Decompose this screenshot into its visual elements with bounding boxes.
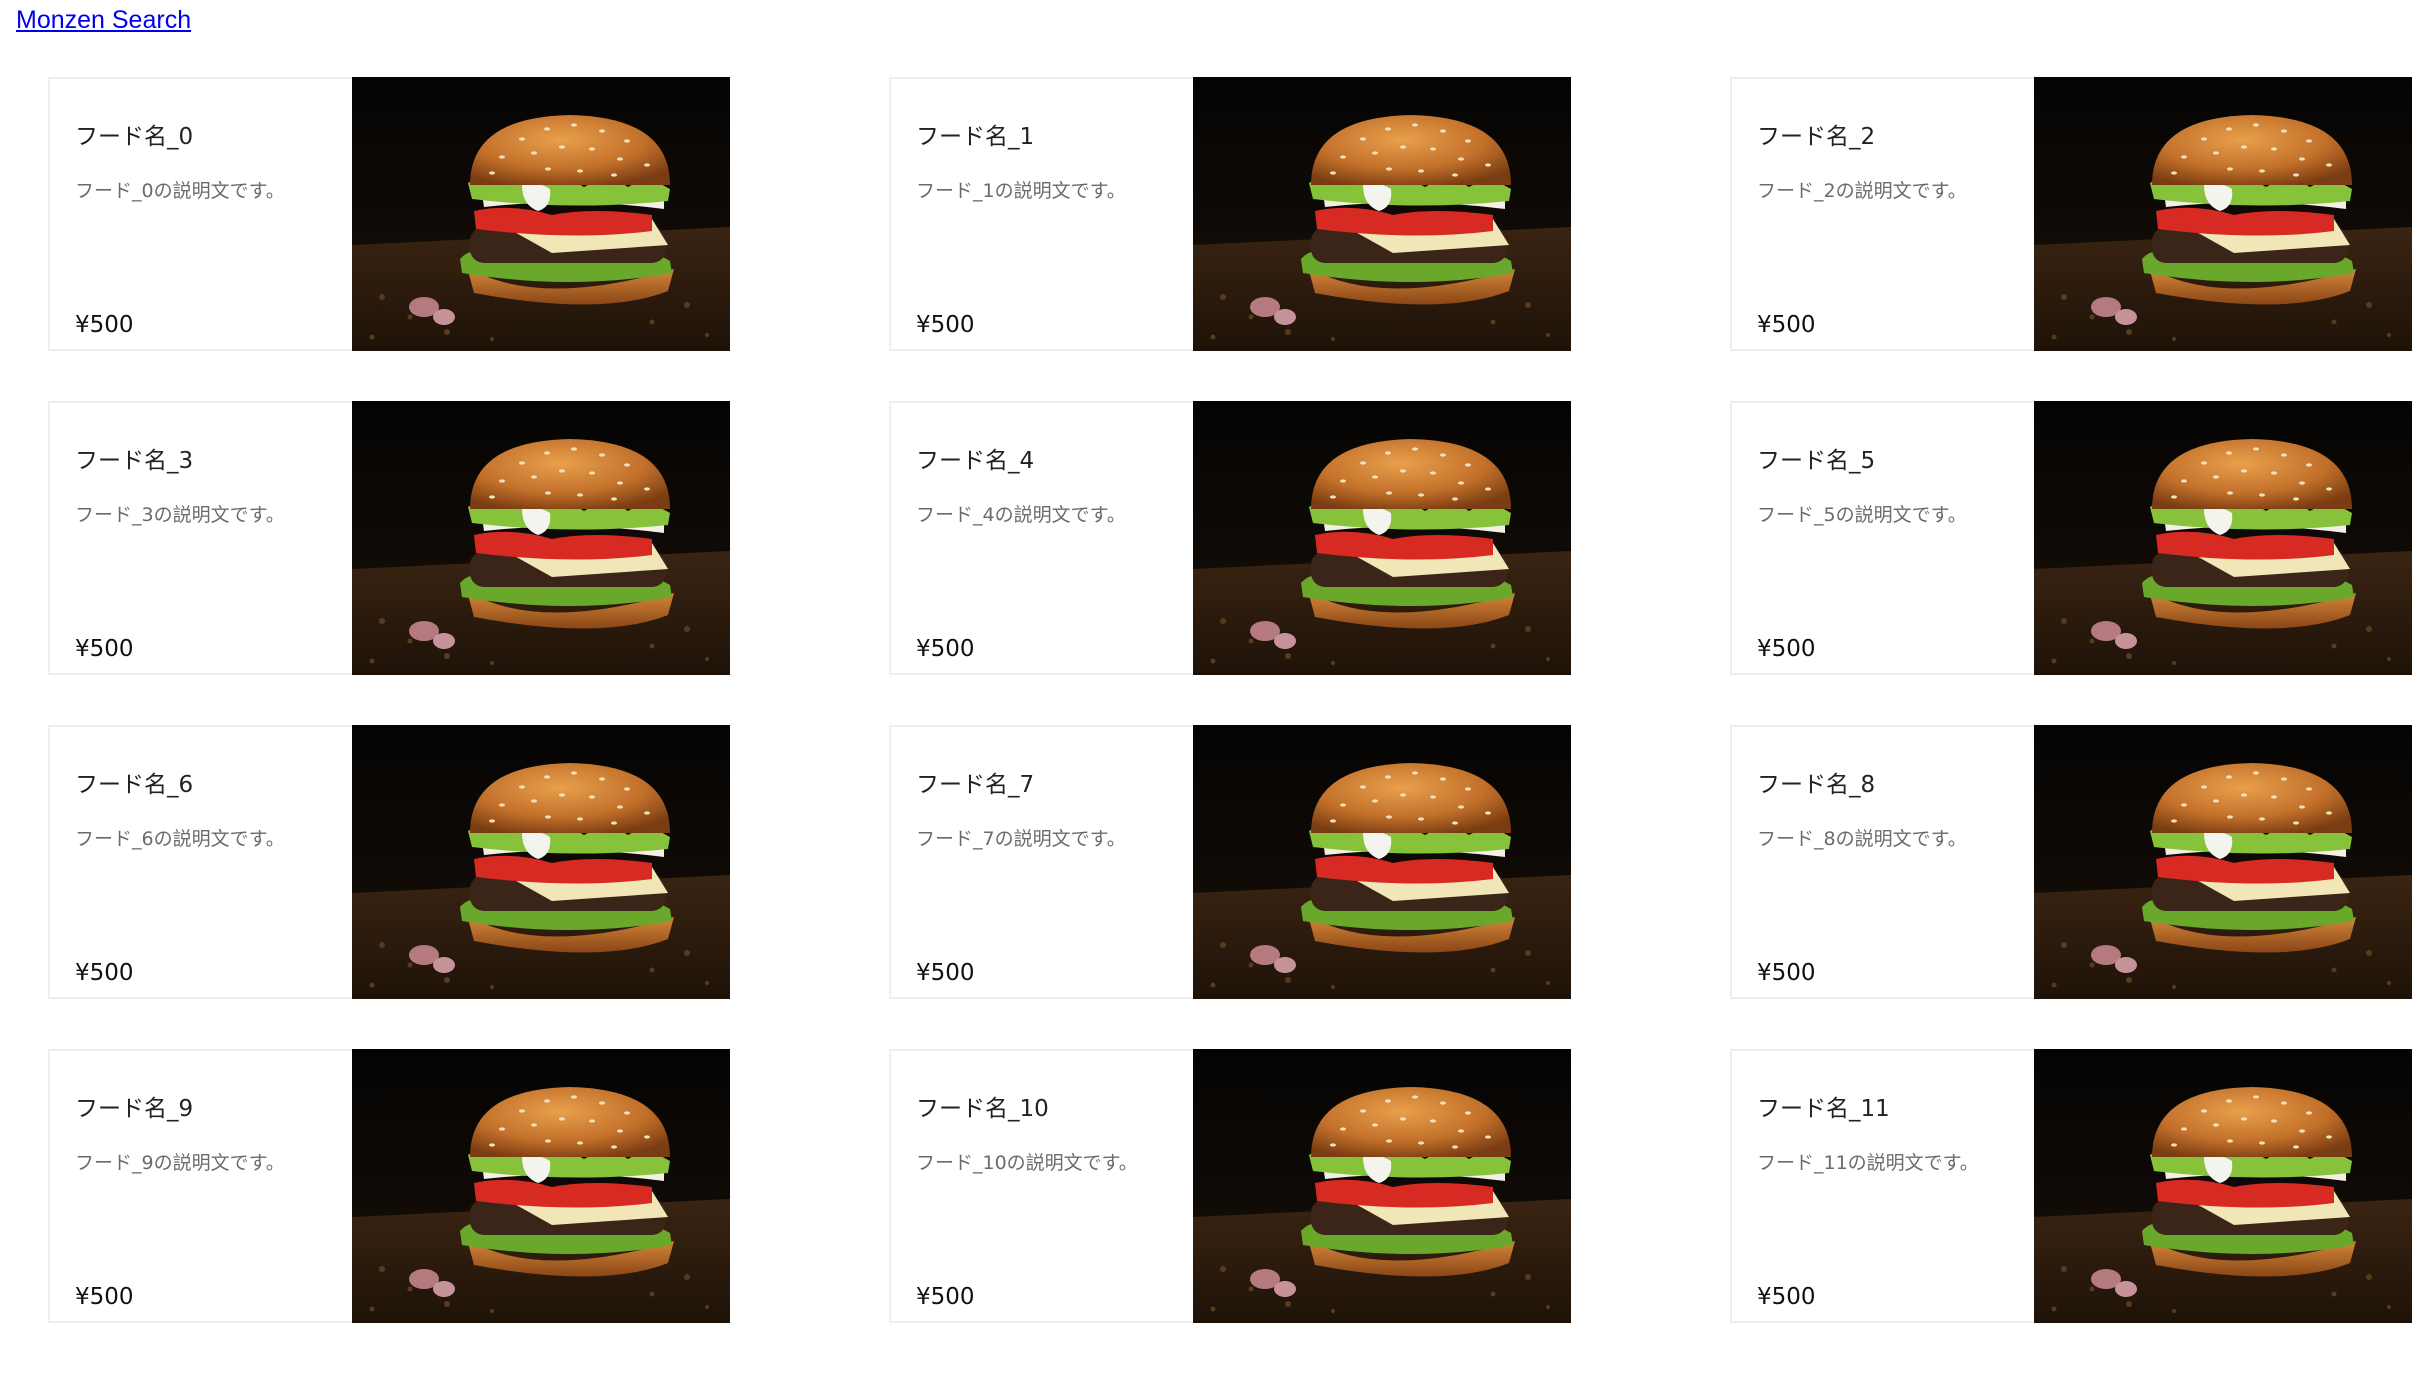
food-card[interactable]: フード名_1 フード_1の説明文です。 ¥500 <box>889 77 1571 351</box>
food-card[interactable]: フード名_8 フード_8の説明文です。 ¥500 <box>1730 725 2412 999</box>
food-description: フード_7の説明文です。 <box>916 828 1126 850</box>
food-name: フード名_8 <box>1757 772 1876 798</box>
burger-photo-icon <box>352 725 730 999</box>
burger-photo-icon <box>352 401 730 675</box>
food-card-text: フード名_8 フード_8の説明文です。 ¥500 <box>1732 727 2034 997</box>
burger-photo-icon <box>2034 1049 2412 1323</box>
food-card[interactable]: フード名_2 フード_2の説明文です。 ¥500 <box>1730 77 2412 351</box>
burger-image <box>1193 725 1571 999</box>
food-card[interactable]: フード名_6 フード_6の説明文です。 ¥500 <box>48 725 730 999</box>
burger-image <box>2034 725 2412 999</box>
burger-photo-icon <box>1193 401 1571 675</box>
food-price: ¥500 <box>916 960 975 986</box>
burger-image <box>1193 1049 1571 1323</box>
food-name: フード名_1 <box>916 124 1035 150</box>
burger-photo-icon <box>1193 77 1571 351</box>
food-name: フード名_4 <box>916 448 1035 474</box>
food-price: ¥500 <box>75 1284 134 1310</box>
food-name: フード名_9 <box>75 1096 194 1122</box>
food-card-text: フード名_1 フード_1の説明文です。 ¥500 <box>891 79 1193 349</box>
food-card-text: フード名_4 フード_4の説明文です。 ¥500 <box>891 403 1193 673</box>
food-card-grid: フード名_0 フード_0の説明文です。 ¥500 <box>48 77 2412 1323</box>
food-price: ¥500 <box>1757 312 1816 338</box>
food-description: フード_5の説明文です。 <box>1757 504 1967 526</box>
food-name: フード名_6 <box>75 772 194 798</box>
food-card-text: フード名_10 フード_10の説明文です。 ¥500 <box>891 1051 1193 1321</box>
burger-image <box>2034 1049 2412 1323</box>
food-price: ¥500 <box>75 960 134 986</box>
food-description: フード_9の説明文です。 <box>75 1152 285 1174</box>
burger-photo-icon <box>352 1049 730 1323</box>
food-price: ¥500 <box>916 1284 975 1310</box>
burger-image <box>2034 401 2412 675</box>
burger-image <box>352 77 730 351</box>
food-description: フード_4の説明文です。 <box>916 504 1126 526</box>
food-card[interactable]: フード名_4 フード_4の説明文です。 ¥500 <box>889 401 1571 675</box>
food-card-text: フード名_2 フード_2の説明文です。 ¥500 <box>1732 79 2034 349</box>
food-card-text: フード名_7 フード_7の説明文です。 ¥500 <box>891 727 1193 997</box>
burger-photo-icon <box>2034 77 2412 351</box>
food-card-text: フード名_0 フード_0の説明文です。 ¥500 <box>50 79 352 349</box>
food-name: フード名_0 <box>75 124 194 150</box>
burger-photo-icon <box>1193 1049 1571 1323</box>
food-card-text: フード名_6 フード_6の説明文です。 ¥500 <box>50 727 352 997</box>
burger-photo-icon <box>1193 725 1571 999</box>
food-name: フード名_3 <box>75 448 194 474</box>
food-description: フード_6の説明文です。 <box>75 828 285 850</box>
food-card-text: フード名_9 フード_9の説明文です。 ¥500 <box>50 1051 352 1321</box>
food-price: ¥500 <box>75 312 134 338</box>
burger-image <box>352 1049 730 1323</box>
food-price: ¥500 <box>916 636 975 662</box>
burger-image <box>352 725 730 999</box>
food-name: フード名_2 <box>1757 124 1876 150</box>
food-price: ¥500 <box>75 636 134 662</box>
burger-image <box>1193 77 1571 351</box>
food-description: フード_3の説明文です。 <box>75 504 285 526</box>
food-card[interactable]: フード名_3 フード_3の説明文です。 ¥500 <box>48 401 730 675</box>
burger-image <box>1193 401 1571 675</box>
food-card[interactable]: フード名_11 フード_11の説明文です。 ¥500 <box>1730 1049 2412 1323</box>
food-description: フード_8の説明文です。 <box>1757 828 1967 850</box>
food-description: フード_11の説明文です。 <box>1757 1152 1979 1174</box>
food-price: ¥500 <box>1757 960 1816 986</box>
food-name: フード名_11 <box>1757 1096 1890 1122</box>
burger-image <box>352 401 730 675</box>
food-card-text: フード名_3 フード_3の説明文です。 ¥500 <box>50 403 352 673</box>
food-card[interactable]: フード名_10 フード_10の説明文です。 ¥500 <box>889 1049 1571 1323</box>
food-price: ¥500 <box>1757 636 1816 662</box>
food-card-text: フード名_5 フード_5の説明文です。 ¥500 <box>1732 403 2034 673</box>
food-card[interactable]: フード名_7 フード_7の説明文です。 ¥500 <box>889 725 1571 999</box>
monzen-search-link[interactable]: Monzen Search <box>16 6 192 34</box>
burger-photo-icon <box>352 77 730 351</box>
food-price: ¥500 <box>916 312 975 338</box>
food-description: フード_2の説明文です。 <box>1757 180 1967 202</box>
food-name: フード名_10 <box>916 1096 1049 1122</box>
food-card-text: フード名_11 フード_11の説明文です。 ¥500 <box>1732 1051 2034 1321</box>
food-name: フード名_5 <box>1757 448 1876 474</box>
food-description: フード_10の説明文です。 <box>916 1152 1138 1174</box>
food-card[interactable]: フード名_0 フード_0の説明文です。 ¥500 <box>48 77 730 351</box>
food-card[interactable]: フード名_9 フード_9の説明文です。 ¥500 <box>48 1049 730 1323</box>
food-name: フード名_7 <box>916 772 1035 798</box>
food-price: ¥500 <box>1757 1284 1816 1310</box>
food-card[interactable]: フード名_5 フード_5の説明文です。 ¥500 <box>1730 401 2412 675</box>
burger-photo-icon <box>2034 401 2412 675</box>
burger-photo-icon <box>2034 725 2412 999</box>
food-description: フード_0の説明文です。 <box>75 180 285 202</box>
burger-image <box>2034 77 2412 351</box>
food-description: フード_1の説明文です。 <box>916 180 1126 202</box>
